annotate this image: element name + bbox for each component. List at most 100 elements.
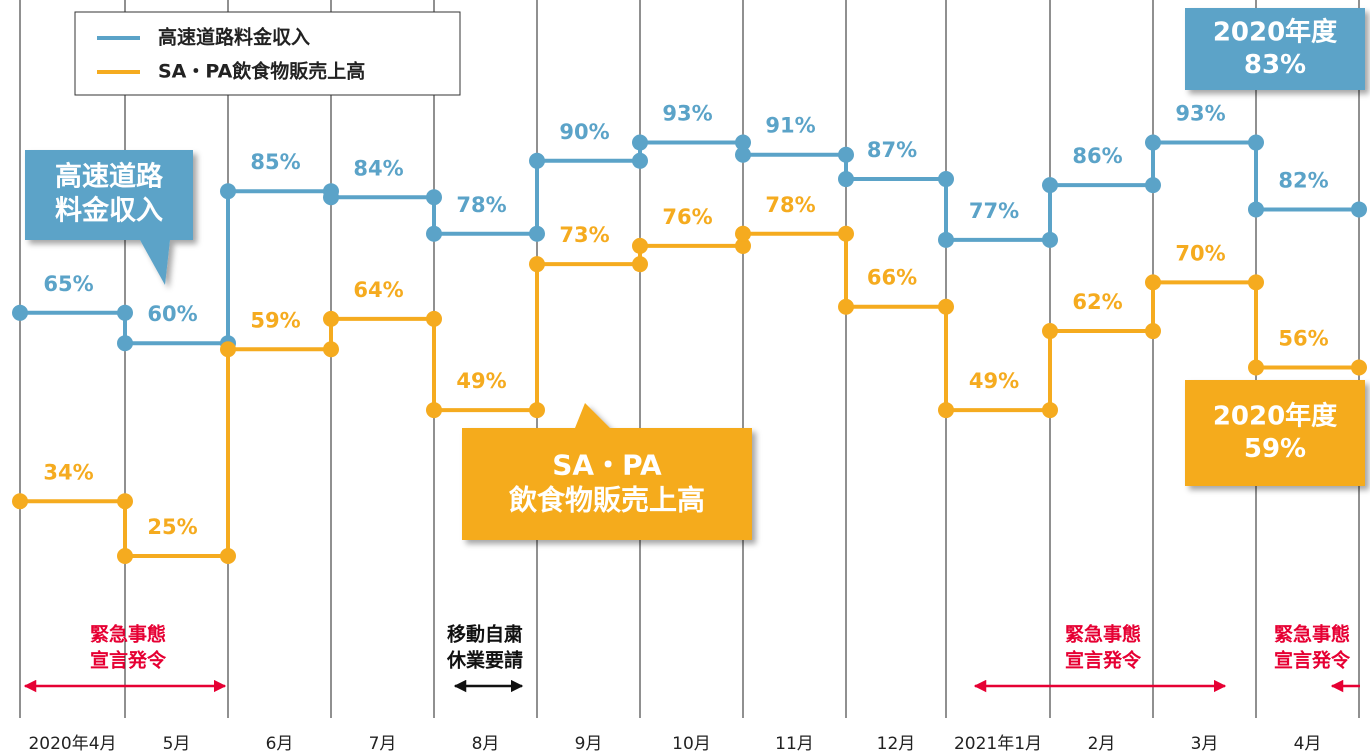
point <box>1042 323 1058 340</box>
point <box>117 548 133 564</box>
value-label: 49% <box>456 369 506 393</box>
value-label: 76% <box>662 205 712 229</box>
point <box>426 225 442 242</box>
callout-text: 料金収入 <box>55 194 163 226</box>
x-tick-label: 12月 <box>877 734 916 754</box>
x-tick-label: 2021年1月 <box>954 734 1042 754</box>
value-label: 91% <box>765 114 815 138</box>
point <box>1248 274 1264 291</box>
value-label: 85% <box>250 150 300 174</box>
event-label: 宣言発令 <box>1274 649 1351 672</box>
point <box>632 152 648 169</box>
point <box>117 335 133 352</box>
x-tick-label: 9月 <box>575 734 603 754</box>
event-label: 緊急事態 <box>1274 623 1350 646</box>
point <box>838 225 854 242</box>
point <box>632 134 648 151</box>
x-tick-label: 6月 <box>266 734 294 754</box>
callout-text: 2020年度 <box>1213 16 1337 47</box>
value-label: 77% <box>969 199 1019 223</box>
value-label: 90% <box>559 120 609 144</box>
point <box>735 237 751 254</box>
value-label: 64% <box>353 278 403 302</box>
point <box>1145 274 1161 291</box>
point <box>220 341 236 358</box>
point <box>323 189 339 206</box>
value-label: 93% <box>662 102 712 126</box>
event-label: 宣言発令 <box>1065 649 1142 672</box>
value-label: 65% <box>43 272 93 296</box>
point <box>220 548 236 564</box>
point <box>12 493 28 510</box>
legend-box <box>74 11 461 96</box>
point <box>529 225 545 242</box>
value-label: 60% <box>147 302 197 326</box>
point <box>632 237 648 254</box>
point <box>117 493 133 510</box>
value-label: 82% <box>1278 168 1328 192</box>
callout-box <box>1185 380 1365 486</box>
point <box>735 225 751 242</box>
point <box>1042 402 1058 419</box>
x-tick-label: 5月 <box>163 734 191 754</box>
callout-box <box>1185 8 1365 90</box>
point <box>426 310 442 327</box>
point <box>1145 134 1161 151</box>
x-tick-label: 10月 <box>672 734 711 754</box>
callout <box>462 403 752 540</box>
event-label: 移動自粛 <box>447 623 523 646</box>
point <box>426 189 442 206</box>
point <box>1042 177 1058 194</box>
value-label: 86% <box>1072 144 1122 168</box>
event-label: 宣言発令 <box>90 649 167 672</box>
point <box>838 298 854 315</box>
callout-text: 59% <box>1244 434 1306 464</box>
point <box>632 256 648 273</box>
callout <box>1185 8 1365 90</box>
point <box>1248 359 1264 376</box>
point <box>426 402 442 419</box>
callout-text: 高速道路 <box>55 161 164 193</box>
callout-text: 飲食物販売上高 <box>509 484 705 517</box>
value-label: 73% <box>559 223 609 247</box>
point <box>735 146 751 163</box>
point <box>938 298 954 315</box>
point <box>323 310 339 327</box>
value-label: 93% <box>1175 102 1225 126</box>
point <box>1248 201 1264 218</box>
point <box>529 152 545 169</box>
legend-label: SA・PA飲食物販売上高 <box>158 60 365 83</box>
point <box>938 231 954 248</box>
x-tick-label: 11月 <box>775 734 814 754</box>
value-label: 78% <box>765 193 815 217</box>
x-tick-label: 2020年4月 <box>28 734 116 754</box>
value-label: 56% <box>1278 327 1328 351</box>
callout-tail <box>575 403 610 428</box>
value-label: 49% <box>969 369 1019 393</box>
event-label: 緊急事態 <box>1065 623 1141 646</box>
point <box>735 134 751 151</box>
x-tick-label: 3月 <box>1191 734 1219 754</box>
point <box>323 341 339 358</box>
point <box>529 402 545 419</box>
x-tick-label: 7月 <box>369 734 397 754</box>
point <box>1351 201 1367 218</box>
point <box>838 146 854 163</box>
value-label: 87% <box>867 138 917 162</box>
point <box>220 183 236 200</box>
point <box>1145 323 1161 340</box>
value-label: 78% <box>456 193 506 217</box>
legend-label: 高速道路料金収入 <box>158 26 310 49</box>
point <box>838 171 854 188</box>
point <box>1145 177 1161 194</box>
value-label: 70% <box>1175 241 1225 265</box>
point <box>938 171 954 188</box>
callout-tail <box>140 240 170 285</box>
value-label: 66% <box>867 266 917 290</box>
callout-text: 2020年度 <box>1213 400 1337 431</box>
point <box>529 256 545 273</box>
callout-box <box>462 428 752 540</box>
x-tick-label: 8月 <box>472 734 500 754</box>
point <box>117 304 133 321</box>
